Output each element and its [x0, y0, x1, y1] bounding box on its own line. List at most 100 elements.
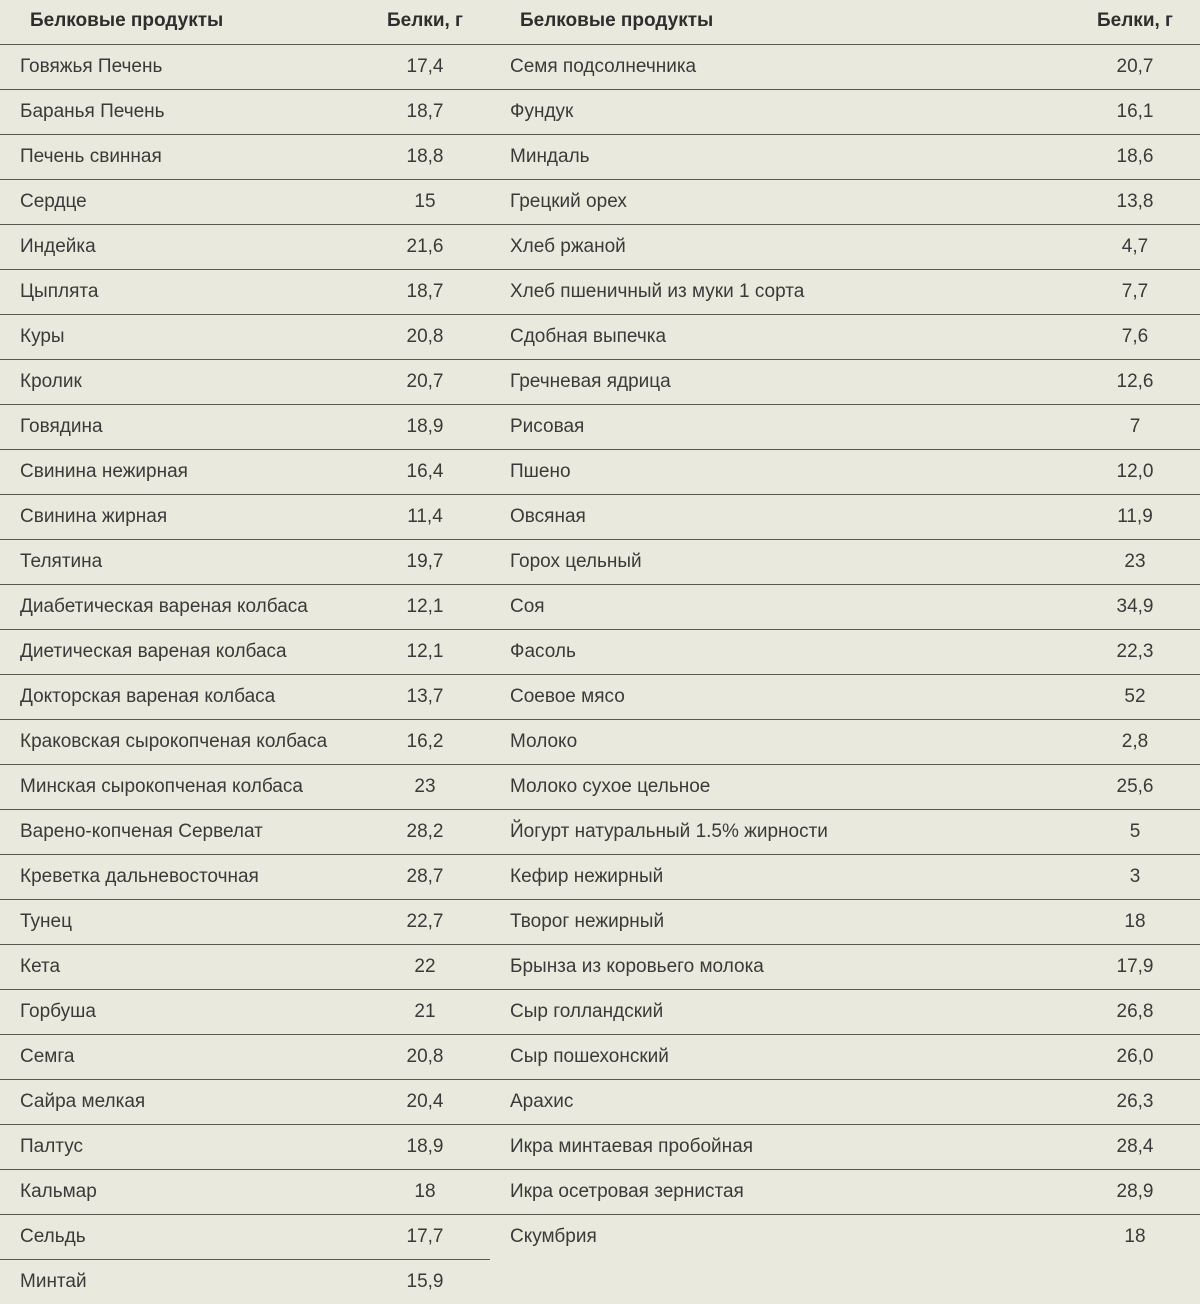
product-name-cell: Говяжья Печень	[0, 45, 360, 90]
product-value-cell: 12,6	[1070, 360, 1200, 405]
table-row: Горох цельный23	[490, 540, 1200, 585]
product-value-cell: 11,4	[360, 495, 490, 540]
table-row: Кета22	[0, 945, 490, 990]
table-row: Миндаль18,6	[490, 135, 1200, 180]
product-name-cell: Соя	[490, 585, 1070, 630]
product-name-cell: Хлеб ржаной	[490, 225, 1070, 270]
product-name-cell: Миндаль	[490, 135, 1070, 180]
product-name-cell: Докторская вареная колбаса	[0, 675, 360, 720]
product-value-cell: 16,1	[1070, 90, 1200, 135]
table-row: Свинина нежирная16,4	[0, 450, 490, 495]
product-value-cell: 18,7	[360, 270, 490, 315]
table-row: Соевое мясо52	[490, 675, 1200, 720]
product-value-cell: 12,0	[1070, 450, 1200, 495]
table-row: Грецкий орех13,8	[490, 180, 1200, 225]
product-name-cell: Арахис	[490, 1080, 1070, 1125]
table-row: Сыр голландский26,8	[490, 990, 1200, 1035]
table-row: Кролик20,7	[0, 360, 490, 405]
table-row: Диабетическая вареная колбаса12,1	[0, 585, 490, 630]
product-value-cell: 18	[1070, 1215, 1200, 1260]
product-name-cell: Говядина	[0, 405, 360, 450]
product-name-cell: Горох цельный	[490, 540, 1070, 585]
product-value-cell: 20,8	[360, 315, 490, 360]
product-name-cell: Хлеб пшеничный из муки 1 сорта	[490, 270, 1070, 315]
product-name-cell: Сердце	[0, 180, 360, 225]
product-value-cell: 26,3	[1070, 1080, 1200, 1125]
table-row: Соя34,9	[490, 585, 1200, 630]
product-value-cell: 19,7	[360, 540, 490, 585]
protein-table-container: Белковые продукты Белки, г Говяжья Печен…	[0, 0, 1200, 1304]
product-value-cell: 20,8	[360, 1035, 490, 1080]
product-name-cell: Минская сырокопченая колбаса	[0, 765, 360, 810]
product-value-cell: 4,7	[1070, 225, 1200, 270]
product-name-cell: Творог нежирный	[490, 900, 1070, 945]
product-name-cell: Телятина	[0, 540, 360, 585]
product-name-cell: Овсяная	[490, 495, 1070, 540]
table-row: Сельдь17,7	[0, 1215, 490, 1260]
product-value-cell: 18	[1070, 900, 1200, 945]
product-name-cell: Свинина нежирная	[0, 450, 360, 495]
product-name-cell: Сыр голландский	[490, 990, 1070, 1035]
product-name-cell: Соевое мясо	[490, 675, 1070, 720]
table-row: Кефир нежирный3	[490, 855, 1200, 900]
table-row: Рисовая7	[490, 405, 1200, 450]
protein-table-left: Белковые продукты Белки, г Говяжья Печен…	[0, 0, 490, 1304]
protein-table-right: Белковые продукты Белки, г Семя подсолне…	[490, 0, 1200, 1259]
table-row: Цыплята18,7	[0, 270, 490, 315]
product-value-cell: 16,2	[360, 720, 490, 765]
table-row: Диетическая вареная колбаса12,1	[0, 630, 490, 675]
product-name-cell: Диетическая вареная колбаса	[0, 630, 360, 675]
product-value-cell: 12,1	[360, 585, 490, 630]
product-value-cell: 2,8	[1070, 720, 1200, 765]
product-name-cell: Икра минтаевая пробойная	[490, 1125, 1070, 1170]
product-name-cell: Цыплята	[0, 270, 360, 315]
table-row: Докторская вареная колбаса13,7	[0, 675, 490, 720]
table-row: Брынза из коровьего молока17,9	[490, 945, 1200, 990]
product-name-cell: Сайра мелкая	[0, 1080, 360, 1125]
column-header-product-right: Белковые продукты	[490, 0, 1070, 45]
table-row: Овсяная11,9	[490, 495, 1200, 540]
table-row: Пшено12,0	[490, 450, 1200, 495]
product-value-cell: 17,4	[360, 45, 490, 90]
product-name-cell: Семя подсолнечника	[490, 45, 1070, 90]
product-value-cell: 16,4	[360, 450, 490, 495]
table-row: Индейка21,6	[0, 225, 490, 270]
product-value-cell: 17,7	[360, 1215, 490, 1260]
table-row: Хлеб ржаной4,7	[490, 225, 1200, 270]
product-value-cell: 18,9	[360, 1125, 490, 1170]
product-name-cell: Рисовая	[490, 405, 1070, 450]
table-header-row: Белковые продукты Белки, г	[490, 0, 1200, 45]
product-name-cell: Палтус	[0, 1125, 360, 1170]
table-row: Печень свинная18,8	[0, 135, 490, 180]
product-name-cell: Диабетическая вареная колбаса	[0, 585, 360, 630]
product-value-cell: 18,7	[360, 90, 490, 135]
product-value-cell: 18,9	[360, 405, 490, 450]
product-name-cell: Скумбрия	[490, 1215, 1070, 1260]
product-value-cell: 15,9	[360, 1260, 490, 1304]
table-row: Говяжья Печень17,4	[0, 45, 490, 90]
product-name-cell: Варено-копченая Сервелат	[0, 810, 360, 855]
table-row: Фасоль22,3	[490, 630, 1200, 675]
table-row: Семга20,8	[0, 1035, 490, 1080]
product-value-cell: 15	[360, 180, 490, 225]
product-value-cell: 34,9	[1070, 585, 1200, 630]
table-row: Молоко2,8	[490, 720, 1200, 765]
table-row: Творог нежирный18	[490, 900, 1200, 945]
product-name-cell: Гречневая ядрица	[490, 360, 1070, 405]
product-name-cell: Семга	[0, 1035, 360, 1080]
product-value-cell: 28,2	[360, 810, 490, 855]
product-name-cell: Креветка дальневосточная	[0, 855, 360, 900]
product-name-cell: Куры	[0, 315, 360, 360]
product-value-cell: 7	[1070, 405, 1200, 450]
product-value-cell: 52	[1070, 675, 1200, 720]
product-value-cell: 22,3	[1070, 630, 1200, 675]
product-name-cell: Брынза из коровьего молока	[490, 945, 1070, 990]
product-value-cell: 21	[360, 990, 490, 1035]
product-name-cell: Кефир нежирный	[490, 855, 1070, 900]
product-name-cell: Кролик	[0, 360, 360, 405]
table-row: Гречневая ядрица12,6	[490, 360, 1200, 405]
product-value-cell: 18,6	[1070, 135, 1200, 180]
table-row: Телятина19,7	[0, 540, 490, 585]
product-name-cell: Минтай	[0, 1260, 360, 1304]
product-value-cell: 13,7	[360, 675, 490, 720]
